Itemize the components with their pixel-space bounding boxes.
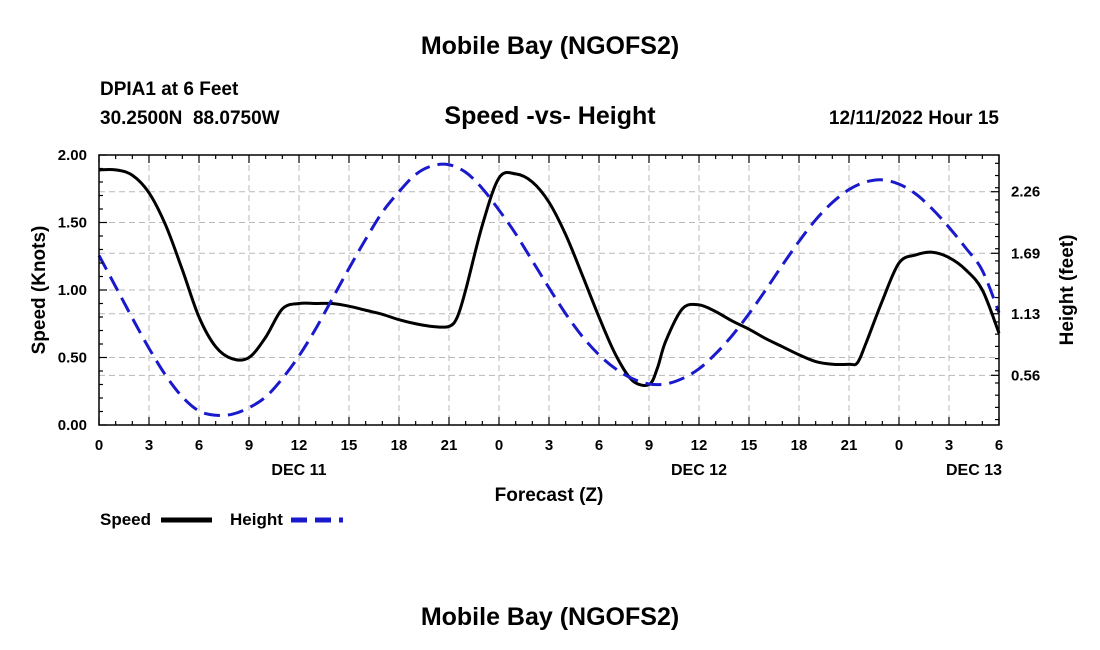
y2-tick-label: 1.69 (1011, 245, 1040, 262)
y2-tick-label: 0.56 (1011, 367, 1040, 384)
x-tick-label: 3 (545, 437, 553, 454)
x-tick-label: 18 (391, 437, 408, 454)
legend-speed-label: Speed (100, 510, 151, 529)
x-tick-label: 0 (95, 437, 103, 454)
station-coords: 30.2500N 88.0750W (100, 108, 280, 129)
x-tick-label: 6 (595, 437, 603, 454)
x-date-label: DEC 13 (946, 462, 1002, 479)
x-axis-title: Forecast (Z) (495, 485, 604, 506)
x-tick-label: 0 (495, 437, 503, 454)
y-tick-label: 1.00 (58, 282, 87, 299)
x-tick-label: 6 (195, 437, 203, 454)
x-date-label: DEC 11 (271, 462, 326, 479)
station-label: DPIA1 at 6 Feet (100, 79, 239, 100)
y2-tick-label: 2.26 (1011, 184, 1040, 201)
x-tick-label: 21 (441, 437, 458, 454)
x-date-label: DEC 12 (671, 462, 727, 479)
y-axis-title: Speed (Knots) (29, 226, 50, 355)
x-tick-label: 9 (645, 437, 653, 454)
x-tick-label: 15 (741, 437, 758, 454)
x-tick-label: 18 (791, 437, 808, 454)
footer-title: Mobile Bay (NGOFS2) (421, 603, 679, 631)
series-layer (97, 162, 1001, 418)
chart-title: Speed -vs- Height (444, 102, 656, 130)
x-tick-label: 9 (245, 437, 253, 454)
y2-axis-title: Height (feet) (1057, 235, 1078, 346)
x-tick-label: 6 (995, 437, 1003, 454)
y-tick-label: 0.00 (58, 417, 87, 434)
x-tick-label: 0 (895, 437, 903, 454)
x-tick-label: 3 (945, 437, 953, 454)
forecast-time: 12/11/2022 Hour 15 (829, 108, 999, 129)
y-tick-label: 0.50 (58, 350, 87, 367)
x-tick-label: 12 (691, 437, 708, 454)
main-title: Mobile Bay (NGOFS2) (421, 32, 679, 60)
x-tick-label: 3 (145, 437, 153, 454)
x-tick-label: 15 (341, 437, 358, 454)
y-tick-label: 2.00 (58, 147, 87, 164)
series-line-speed (98, 167, 1001, 387)
y-tick-label: 1.50 (58, 215, 87, 232)
y2-tick-label: 1.13 (1011, 306, 1040, 323)
x-tick-label: 12 (291, 437, 308, 454)
grid (99, 155, 999, 425)
series-line-height (97, 162, 1001, 418)
axes: 0 3 6 9 12 15 18 21 0 3 6 9 12 15 18 21 0 3 6 DEC 11 DEC 12 D… (58, 147, 1040, 479)
legend: Speed Height (100, 510, 343, 529)
x-tick-label: 21 (841, 437, 858, 454)
legend-height-label: Height (230, 510, 283, 529)
